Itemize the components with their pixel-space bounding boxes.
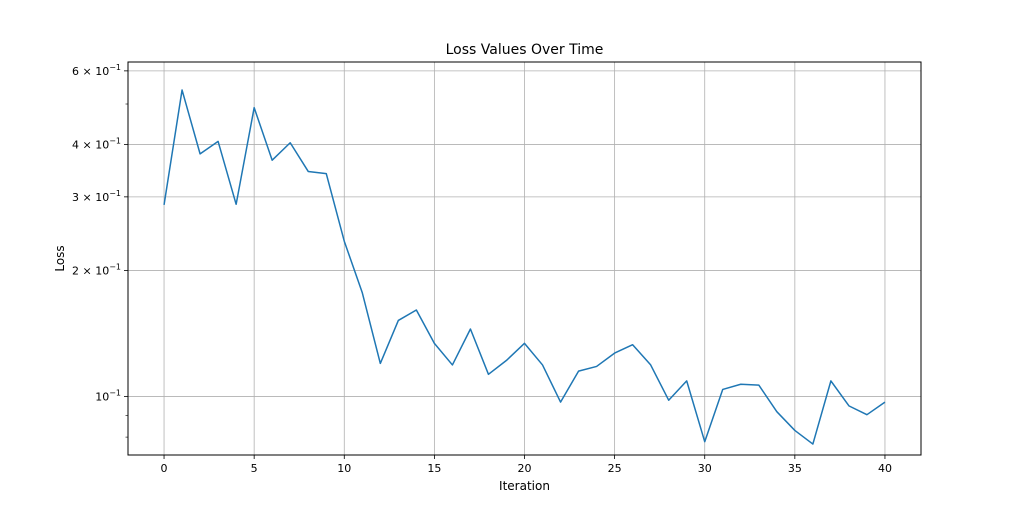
x-tick-label: 40 — [878, 462, 892, 475]
x-tick-label: 20 — [518, 462, 532, 475]
x-tick-label: 10 — [337, 462, 351, 475]
y-tick-label: 4 × 10−1 — [72, 137, 121, 152]
y-tick-label: 2 × 10−1 — [72, 263, 121, 278]
chart-title: Loss Values Over Time — [446, 42, 604, 58]
y-tick-label: 3 × 10−1 — [72, 189, 121, 204]
x-tick-label: 0 — [161, 462, 168, 475]
y-axis-title: Loss — [53, 245, 67, 271]
x-tick-label: 25 — [608, 462, 622, 475]
y-tick-label: 10−1 — [95, 389, 121, 404]
x-tick-label: 30 — [698, 462, 712, 475]
grid-lines — [128, 62, 921, 455]
x-tick-label: 5 — [251, 462, 258, 475]
x-axis-title: Iteration — [499, 479, 550, 493]
y-tick-label: 6 × 10−1 — [72, 63, 121, 78]
x-tick-label: 15 — [427, 462, 441, 475]
loss-series-line — [163, 89, 886, 445]
x-tick-label: 35 — [788, 462, 802, 475]
series-layer — [163, 89, 886, 445]
y-axis-ticks: 6 × 10−1 4 × 10−1 3 × 10−1 2 × 10−1 10−1 — [72, 63, 128, 438]
x-axis-ticks: 0 5 10 15 20 25 30 35 40 — [161, 455, 892, 475]
